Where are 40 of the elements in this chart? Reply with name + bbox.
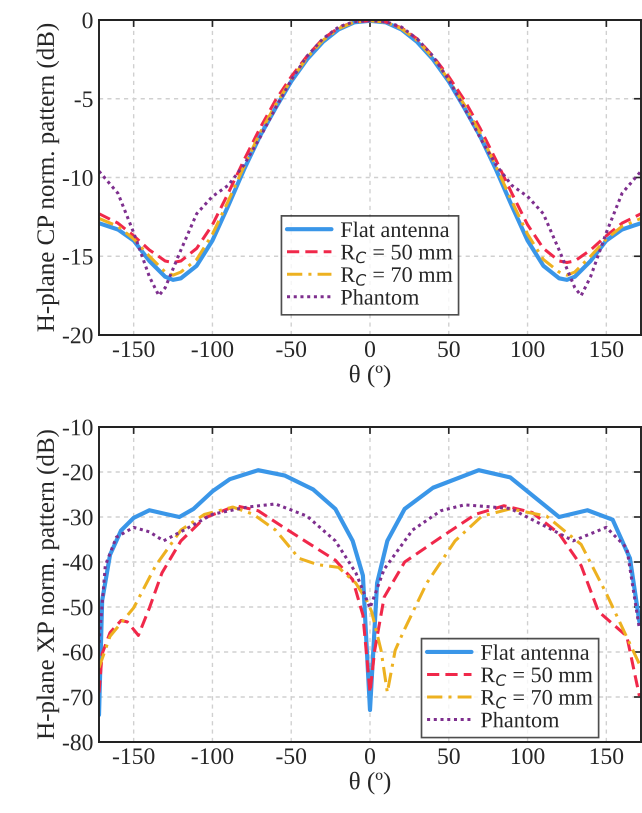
y-tick-label: 0 [82, 12, 93, 28]
x-tick-label: 100 [512, 748, 544, 764]
x-tick-label: 100 [512, 341, 544, 358]
x-tick-label: -150 [112, 748, 154, 764]
x-tick-label: -100 [192, 748, 234, 764]
x-tick-label: 150 [590, 341, 624, 358]
legend-label: R$_{C}$ = 50 mm [481, 667, 593, 686]
legend-label: Phantom [340, 289, 419, 305]
y-tick-label: -40 [62, 554, 93, 570]
y-tick-label: -50 [62, 599, 93, 616]
legend-label: R$_{C}$ = 70 mm [340, 267, 452, 286]
x-tick-label: 0 [364, 748, 376, 764]
y-tick-label: -10 [62, 170, 93, 186]
x-axis-title: θ (º) [350, 364, 390, 388]
y-tick-label: -10 [62, 419, 93, 436]
legend-label: Flat antenna [340, 222, 450, 238]
x-tick-label: -50 [276, 748, 306, 764]
line-series [99, 502, 641, 645]
x-tick-label: -150 [112, 341, 154, 358]
legend-label: Flat antenna [481, 644, 590, 660]
y-tick-label: -5 [74, 91, 93, 108]
y-tick-label: -20 [62, 327, 93, 344]
x-tick-label: 50 [438, 748, 460, 764]
x-tick-label: -100 [192, 341, 234, 358]
y-tick-label: -80 [62, 734, 93, 750]
y-axis-title: H-plane XP norm. pattern (dB) [36, 430, 60, 740]
y-tick-label: -70 [62, 689, 93, 706]
x-tick-label: 50 [438, 341, 460, 358]
y-tick-label: -20 [62, 464, 93, 480]
x-axis-title: θ (º) [350, 772, 390, 795]
x-tick-label: 0 [364, 341, 376, 358]
legend-label: Phantom [481, 712, 560, 728]
x-tick-label: 150 [590, 748, 624, 764]
y-tick-label: -60 [62, 644, 93, 660]
y-tick-label: -30 [62, 509, 93, 526]
legend-label: R$_{C}$ = 50 mm [340, 244, 452, 264]
x-tick-label: -50 [276, 341, 306, 358]
y-tick-label: -15 [62, 248, 93, 265]
y-axis-title: H-plane CP norm. pattern (dB) [36, 24, 60, 332]
legend-label: R$_{C}$ = 70 mm [481, 690, 593, 709]
